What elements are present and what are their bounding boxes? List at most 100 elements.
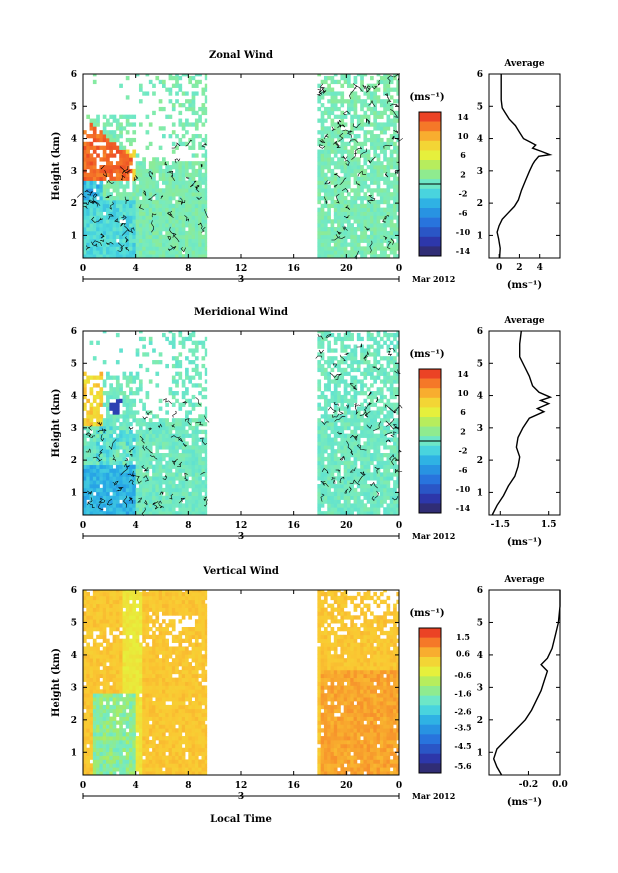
heatmap-cell [353, 219, 358, 224]
heatmap-cell [323, 491, 328, 497]
heatmap-cell [379, 476, 384, 481]
heatmap-cell [363, 215, 368, 220]
heatmap-cell [204, 230, 208, 236]
contour-line [317, 333, 324, 340]
heatmap-cell [152, 157, 156, 162]
heatmap-cell [132, 238, 137, 243]
heatmap-cell [86, 418, 90, 423]
heatmap-cell [115, 387, 120, 392]
heatmap-cell [204, 137, 208, 143]
heatmap-cell [330, 219, 335, 224]
heatmap-cell [171, 437, 176, 442]
heatmap-cell [83, 453, 87, 458]
heatmap-cell [383, 383, 387, 388]
heatmap-cell [201, 387, 206, 392]
heatmap-cell [152, 83, 156, 88]
heatmap-cell [393, 433, 397, 438]
heatmap-cell [353, 445, 358, 450]
heatmap-cell [96, 747, 100, 753]
heatmap-cell [330, 507, 335, 512]
heatmap-cell [112, 184, 117, 189]
heatmap-cell [115, 227, 120, 232]
heatmap-cell [83, 161, 87, 166]
heatmap-cell [96, 701, 100, 706]
heatmap-cell [340, 379, 345, 384]
heatmap-cell [396, 196, 400, 201]
heatmap-cell [389, 165, 394, 170]
heatmap-cell [356, 203, 361, 209]
heatmap-cell [145, 429, 150, 435]
heatmap-cell [89, 480, 94, 485]
heatmap-cell [320, 453, 325, 458]
heatmap-cell [317, 344, 322, 349]
heatmap-cell [356, 391, 361, 396]
heatmap-cell [337, 472, 341, 477]
heatmap-cell [135, 464, 140, 469]
heatmap-cell [363, 246, 368, 251]
heatmap-cell [396, 340, 400, 345]
heatmap-cell [89, 658, 94, 663]
heatmap-cell [370, 367, 374, 373]
heatmap-cell [99, 429, 104, 435]
heatmap-cell [152, 499, 156, 504]
heatmap-cell [327, 153, 331, 158]
contour-line [87, 497, 93, 506]
heatmap-cell [106, 196, 110, 201]
heatmap-cell [106, 414, 110, 419]
heatmap-cell [201, 363, 206, 369]
heatmap-cell [396, 464, 400, 469]
heatmap-cell [122, 161, 127, 166]
heatmap-cell [152, 414, 156, 419]
heatmap-cell [162, 219, 166, 224]
heatmap-cell [320, 363, 325, 369]
heatmap-cell [185, 449, 189, 454]
heatmap-cell [96, 230, 100, 236]
heatmap-cell [327, 188, 331, 193]
heatmap-cell [327, 203, 331, 209]
heatmap-cell [379, 441, 384, 446]
contour-line [391, 457, 398, 466]
heatmap-cell [99, 250, 104, 255]
heatmap-cell [122, 491, 127, 497]
heatmap-cell [337, 242, 341, 247]
heatmap-cell [194, 192, 199, 197]
heatmap-cell [138, 422, 143, 427]
heatmap-cell [83, 669, 87, 675]
heatmap-cell [330, 161, 335, 166]
heatmap-cell [393, 141, 397, 147]
heatmap-cell [376, 114, 381, 119]
heatmap-cell [327, 487, 331, 493]
heatmap-cell [158, 398, 163, 404]
contour-line [204, 208, 209, 219]
heatmap-cell [129, 196, 133, 201]
heatmap-cell [346, 437, 351, 442]
heatmap-cell [175, 503, 179, 508]
contour-line [339, 124, 346, 128]
heatmap-cell [142, 230, 146, 236]
heatmap-cell [353, 460, 358, 466]
heatmap-cell [152, 487, 156, 493]
heatmap-cell [178, 238, 183, 243]
heatmap-cell [188, 106, 193, 112]
heatmap-cell [83, 646, 87, 651]
heatmap-cell [99, 476, 104, 481]
contour-line [128, 169, 131, 173]
heatmap-cell [178, 441, 183, 446]
heatmap-cell [109, 484, 114, 489]
heatmap-cell [356, 367, 361, 373]
heatmap-cell [145, 250, 150, 255]
heatmap-cell [148, 246, 153, 251]
heatmap-cell [389, 203, 394, 209]
heatmap-cell [343, 445, 348, 450]
heatmap-cell [138, 122, 143, 127]
heatmap-cell [129, 223, 133, 228]
heatmap-cell [102, 484, 107, 489]
heatmap-cell [162, 511, 166, 516]
heatmap-cell [162, 172, 166, 178]
heatmap-cell [152, 511, 156, 516]
heatmap-cell [396, 332, 400, 338]
heatmap-cell [125, 402, 130, 407]
heatmap-cell [343, 238, 348, 243]
heatmap-cell [356, 456, 361, 462]
heatmap-cell [198, 460, 202, 466]
